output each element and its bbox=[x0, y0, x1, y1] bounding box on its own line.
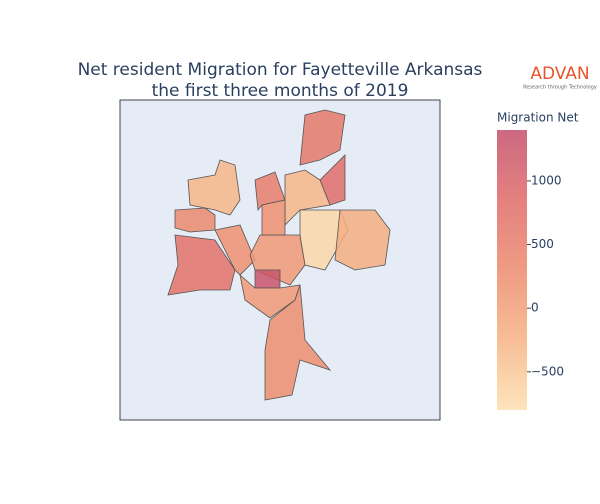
colorbar-tick-label: −500 bbox=[531, 364, 564, 378]
colorbar-tick-label: 1000 bbox=[531, 173, 562, 187]
region bbox=[264, 284, 332, 401]
region bbox=[261, 199, 286, 236]
region bbox=[334, 209, 391, 271]
region bbox=[254, 269, 281, 289]
logo-tagline: Research through Technology bbox=[523, 85, 597, 91]
region bbox=[187, 159, 241, 216]
region bbox=[167, 234, 236, 296]
region bbox=[299, 109, 346, 166]
colorbar-tick-label: 500 bbox=[531, 237, 554, 251]
colorbar-title: Migration Net bbox=[497, 111, 579, 125]
colorbar bbox=[497, 130, 527, 410]
region bbox=[214, 224, 256, 276]
logo: ADVAN bbox=[530, 64, 589, 84]
title: Net resident Migration for Fayetteville … bbox=[78, 60, 483, 80]
region bbox=[174, 207, 216, 233]
subtitle: the first three months of 2019 bbox=[152, 81, 409, 101]
colorbar-tick-label: 0 bbox=[531, 301, 539, 315]
